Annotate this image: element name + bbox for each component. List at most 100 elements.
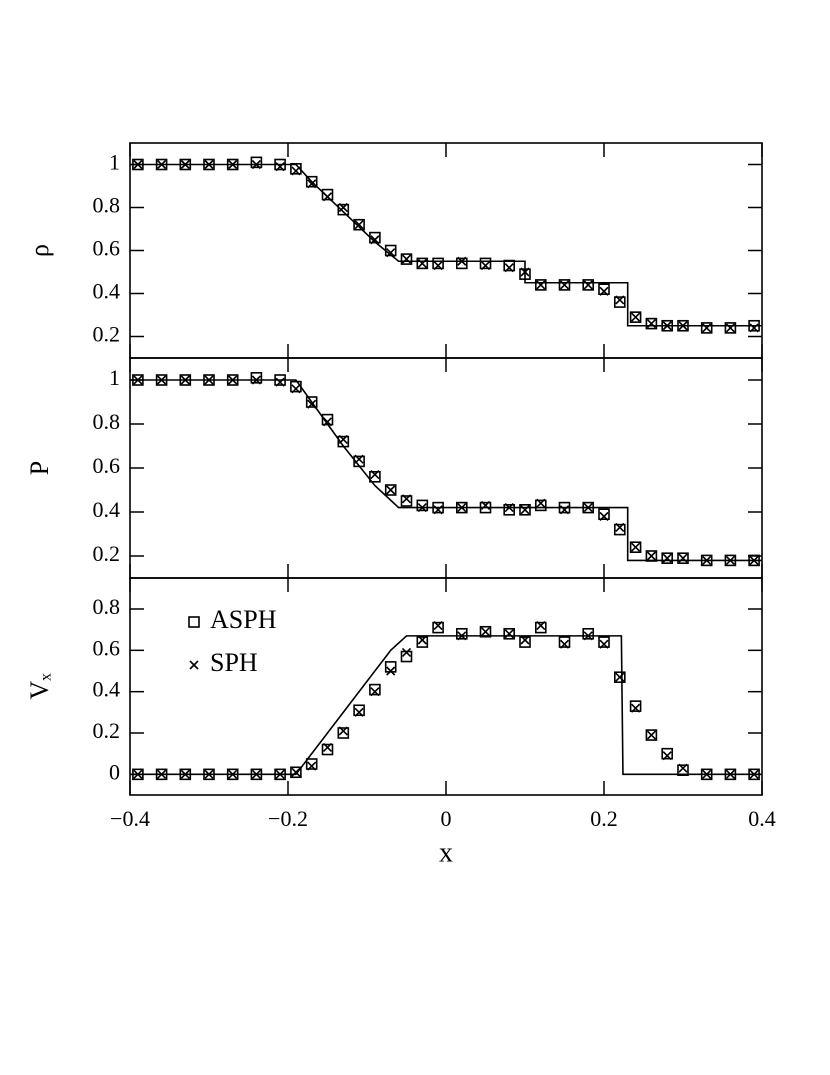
square-marker xyxy=(337,203,350,216)
square-shape xyxy=(321,413,334,426)
cross-marker xyxy=(417,635,427,645)
cross-marker xyxy=(678,763,688,773)
square-marker xyxy=(274,768,286,781)
square-shape xyxy=(748,554,760,567)
square-marker xyxy=(598,636,610,648)
square-shape xyxy=(629,541,642,554)
cross-stroke xyxy=(615,522,625,532)
cross-marker xyxy=(228,159,238,170)
cross-stroke xyxy=(338,726,348,736)
y-axis-label: Vₓ xyxy=(25,673,54,700)
cross-marker xyxy=(275,377,285,387)
cross-marker xyxy=(291,384,301,394)
cross-marker xyxy=(631,703,641,713)
square-shape xyxy=(400,495,413,507)
cross-marker xyxy=(157,159,167,170)
square-shape xyxy=(305,758,318,770)
square-shape xyxy=(645,317,658,330)
square-marker xyxy=(132,768,144,781)
square-marker xyxy=(155,158,168,171)
legend-label: ASPH xyxy=(210,605,277,634)
cross-marker xyxy=(480,627,491,637)
cross-marker xyxy=(338,434,348,444)
square-shape xyxy=(661,319,674,332)
square-shape xyxy=(629,700,642,712)
square-shape xyxy=(250,156,263,169)
square-marker xyxy=(613,523,626,536)
square-marker xyxy=(724,554,737,567)
cross-marker xyxy=(725,323,735,333)
square-marker xyxy=(400,253,413,265)
square-marker xyxy=(305,175,318,188)
square-shape xyxy=(132,158,144,171)
cross-marker xyxy=(133,769,143,779)
square-shape xyxy=(479,625,492,638)
cross-stroke xyxy=(157,375,167,385)
square-shape xyxy=(203,374,215,386)
square-marker xyxy=(629,311,642,323)
square-marker xyxy=(188,616,200,628)
y-tick-label: 1 xyxy=(109,150,120,175)
cross-marker xyxy=(354,707,364,717)
square-shape xyxy=(582,501,595,514)
square-shape xyxy=(677,552,689,565)
cross-stroke xyxy=(228,375,238,385)
square-marker xyxy=(132,374,144,386)
cross-stroke xyxy=(536,498,546,508)
cross-stroke xyxy=(678,321,688,331)
cross-stroke xyxy=(702,555,712,565)
cross-marker xyxy=(631,542,641,552)
cross-stroke xyxy=(370,235,380,245)
cross-marker xyxy=(401,254,412,264)
cross-stroke xyxy=(338,434,348,444)
square-marker xyxy=(416,499,429,512)
square-shape xyxy=(534,499,547,512)
square-shape xyxy=(353,218,365,231)
x-tick-label: 0.2 xyxy=(590,806,618,831)
cross-marker xyxy=(504,629,514,639)
cross-marker xyxy=(180,375,190,385)
cross-marker xyxy=(251,769,261,779)
square-shape xyxy=(250,768,263,781)
cross-stroke xyxy=(749,555,759,565)
square-shape xyxy=(155,158,168,171)
square-marker xyxy=(400,495,413,507)
cross-marker xyxy=(322,742,333,753)
cross-marker xyxy=(275,162,285,172)
square-shape xyxy=(132,768,144,781)
square-marker xyxy=(203,768,215,781)
square-shape xyxy=(534,621,547,634)
y-tick-label: 0.6 xyxy=(93,236,121,261)
square-marker xyxy=(432,257,444,270)
cross-marker xyxy=(631,312,641,322)
square-shape xyxy=(613,296,626,308)
y-tick-label: 0 xyxy=(109,759,120,784)
cross-marker xyxy=(615,672,625,682)
cross-stroke xyxy=(433,620,443,631)
cross-stroke xyxy=(275,377,285,387)
legend-label: SPH xyxy=(210,648,258,677)
cross-stroke xyxy=(457,256,467,266)
cross-stroke xyxy=(322,417,333,427)
square-shape xyxy=(724,554,737,567)
cross-marker xyxy=(725,769,735,779)
square-marker xyxy=(416,257,429,270)
square-shape xyxy=(455,627,468,640)
square-marker xyxy=(645,550,658,562)
square-marker xyxy=(629,541,642,554)
square-marker xyxy=(503,503,516,516)
cross-stroke xyxy=(504,263,514,273)
cross-stroke xyxy=(354,220,364,230)
square-shape xyxy=(582,279,595,291)
cross-stroke xyxy=(599,639,609,649)
cross-stroke xyxy=(228,159,238,170)
cross-marker xyxy=(480,500,491,510)
y-tick-label: 0.6 xyxy=(93,453,121,478)
square-shape xyxy=(519,268,531,280)
square-shape xyxy=(503,259,516,272)
cross-stroke xyxy=(725,323,735,333)
cross-marker xyxy=(678,321,688,331)
square-shape xyxy=(661,747,674,760)
cross-marker xyxy=(338,202,348,213)
square-shape xyxy=(748,319,760,332)
